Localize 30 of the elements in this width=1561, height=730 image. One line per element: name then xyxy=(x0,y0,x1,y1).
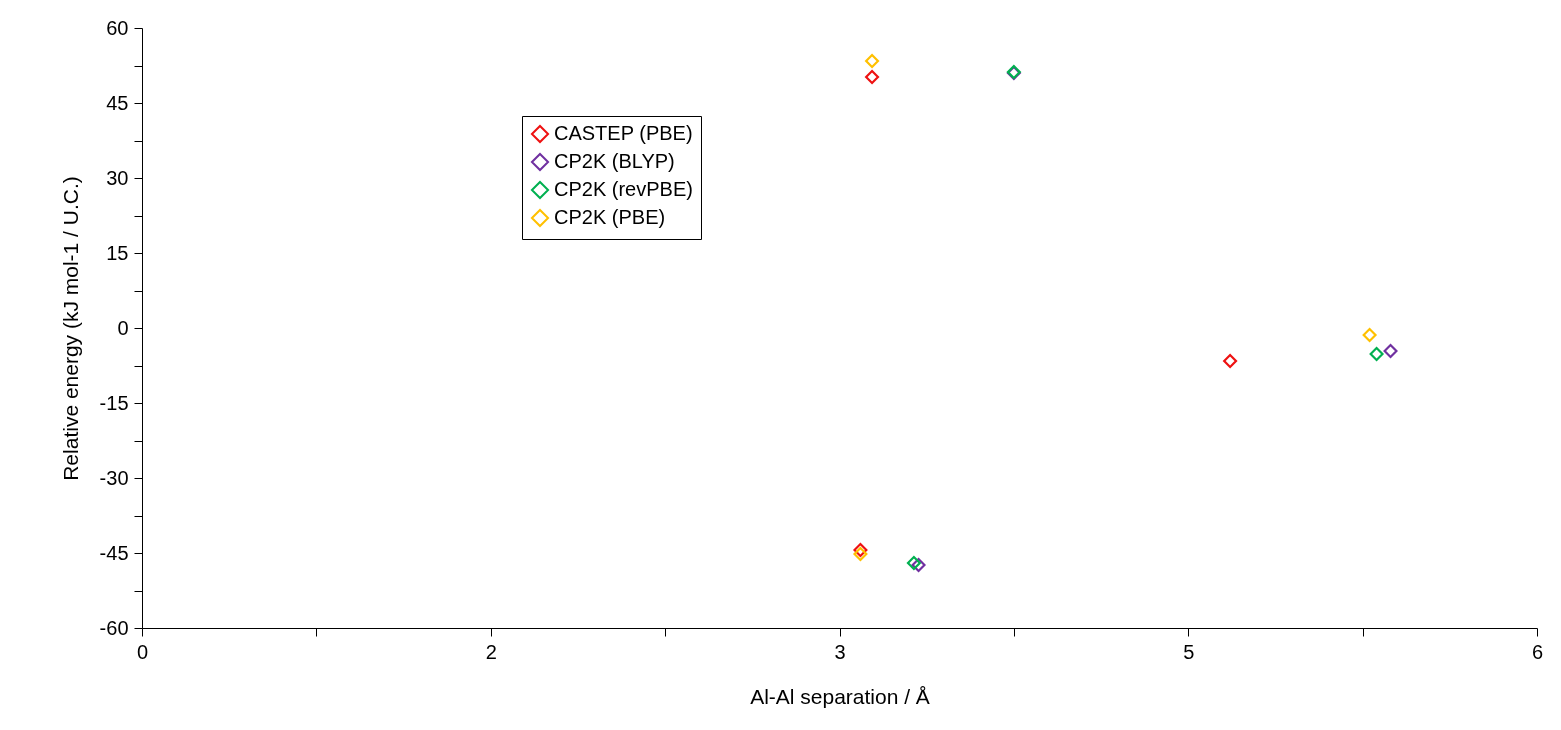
legend-label: CASTEP (PBE) xyxy=(554,122,693,144)
y-tick-label: 15 xyxy=(106,241,129,264)
legend-label: CP2K (PBE) xyxy=(554,206,666,228)
point xyxy=(865,53,880,69)
x-tick-label: 6 xyxy=(1531,640,1544,663)
x-tick-label: 2 xyxy=(485,640,497,663)
point xyxy=(1223,353,1238,369)
y-tick-label: -45 xyxy=(99,541,129,564)
point xyxy=(853,542,868,558)
point xyxy=(865,69,880,85)
x-tick-label: 0 xyxy=(136,640,149,663)
legend-label: CP2K (revPBE) xyxy=(554,178,693,200)
point xyxy=(1369,346,1384,362)
x-tick-label: 5 xyxy=(1183,640,1195,663)
point xyxy=(853,546,868,562)
y-tick-label: 45 xyxy=(106,91,129,114)
y-tick-label: -60 xyxy=(99,616,129,639)
point xyxy=(1362,327,1377,343)
y-axis-title: Relative energy (kJ mol-1 / U.C.) xyxy=(58,176,82,481)
point xyxy=(1383,343,1398,359)
y-tick-label: -15 xyxy=(99,391,129,414)
y-tick-label: 30 xyxy=(106,166,129,189)
y-tick-label: 60 xyxy=(106,16,129,39)
legend-label: CP2K (BLYP) xyxy=(554,150,675,172)
point xyxy=(911,557,926,573)
x-axis-title: Al-Al separation / Å xyxy=(750,684,930,708)
point xyxy=(906,555,921,571)
x-tick-label: 3 xyxy=(834,640,846,663)
y-tick-label: 0 xyxy=(117,316,129,339)
y-tick-label: -30 xyxy=(99,466,129,489)
